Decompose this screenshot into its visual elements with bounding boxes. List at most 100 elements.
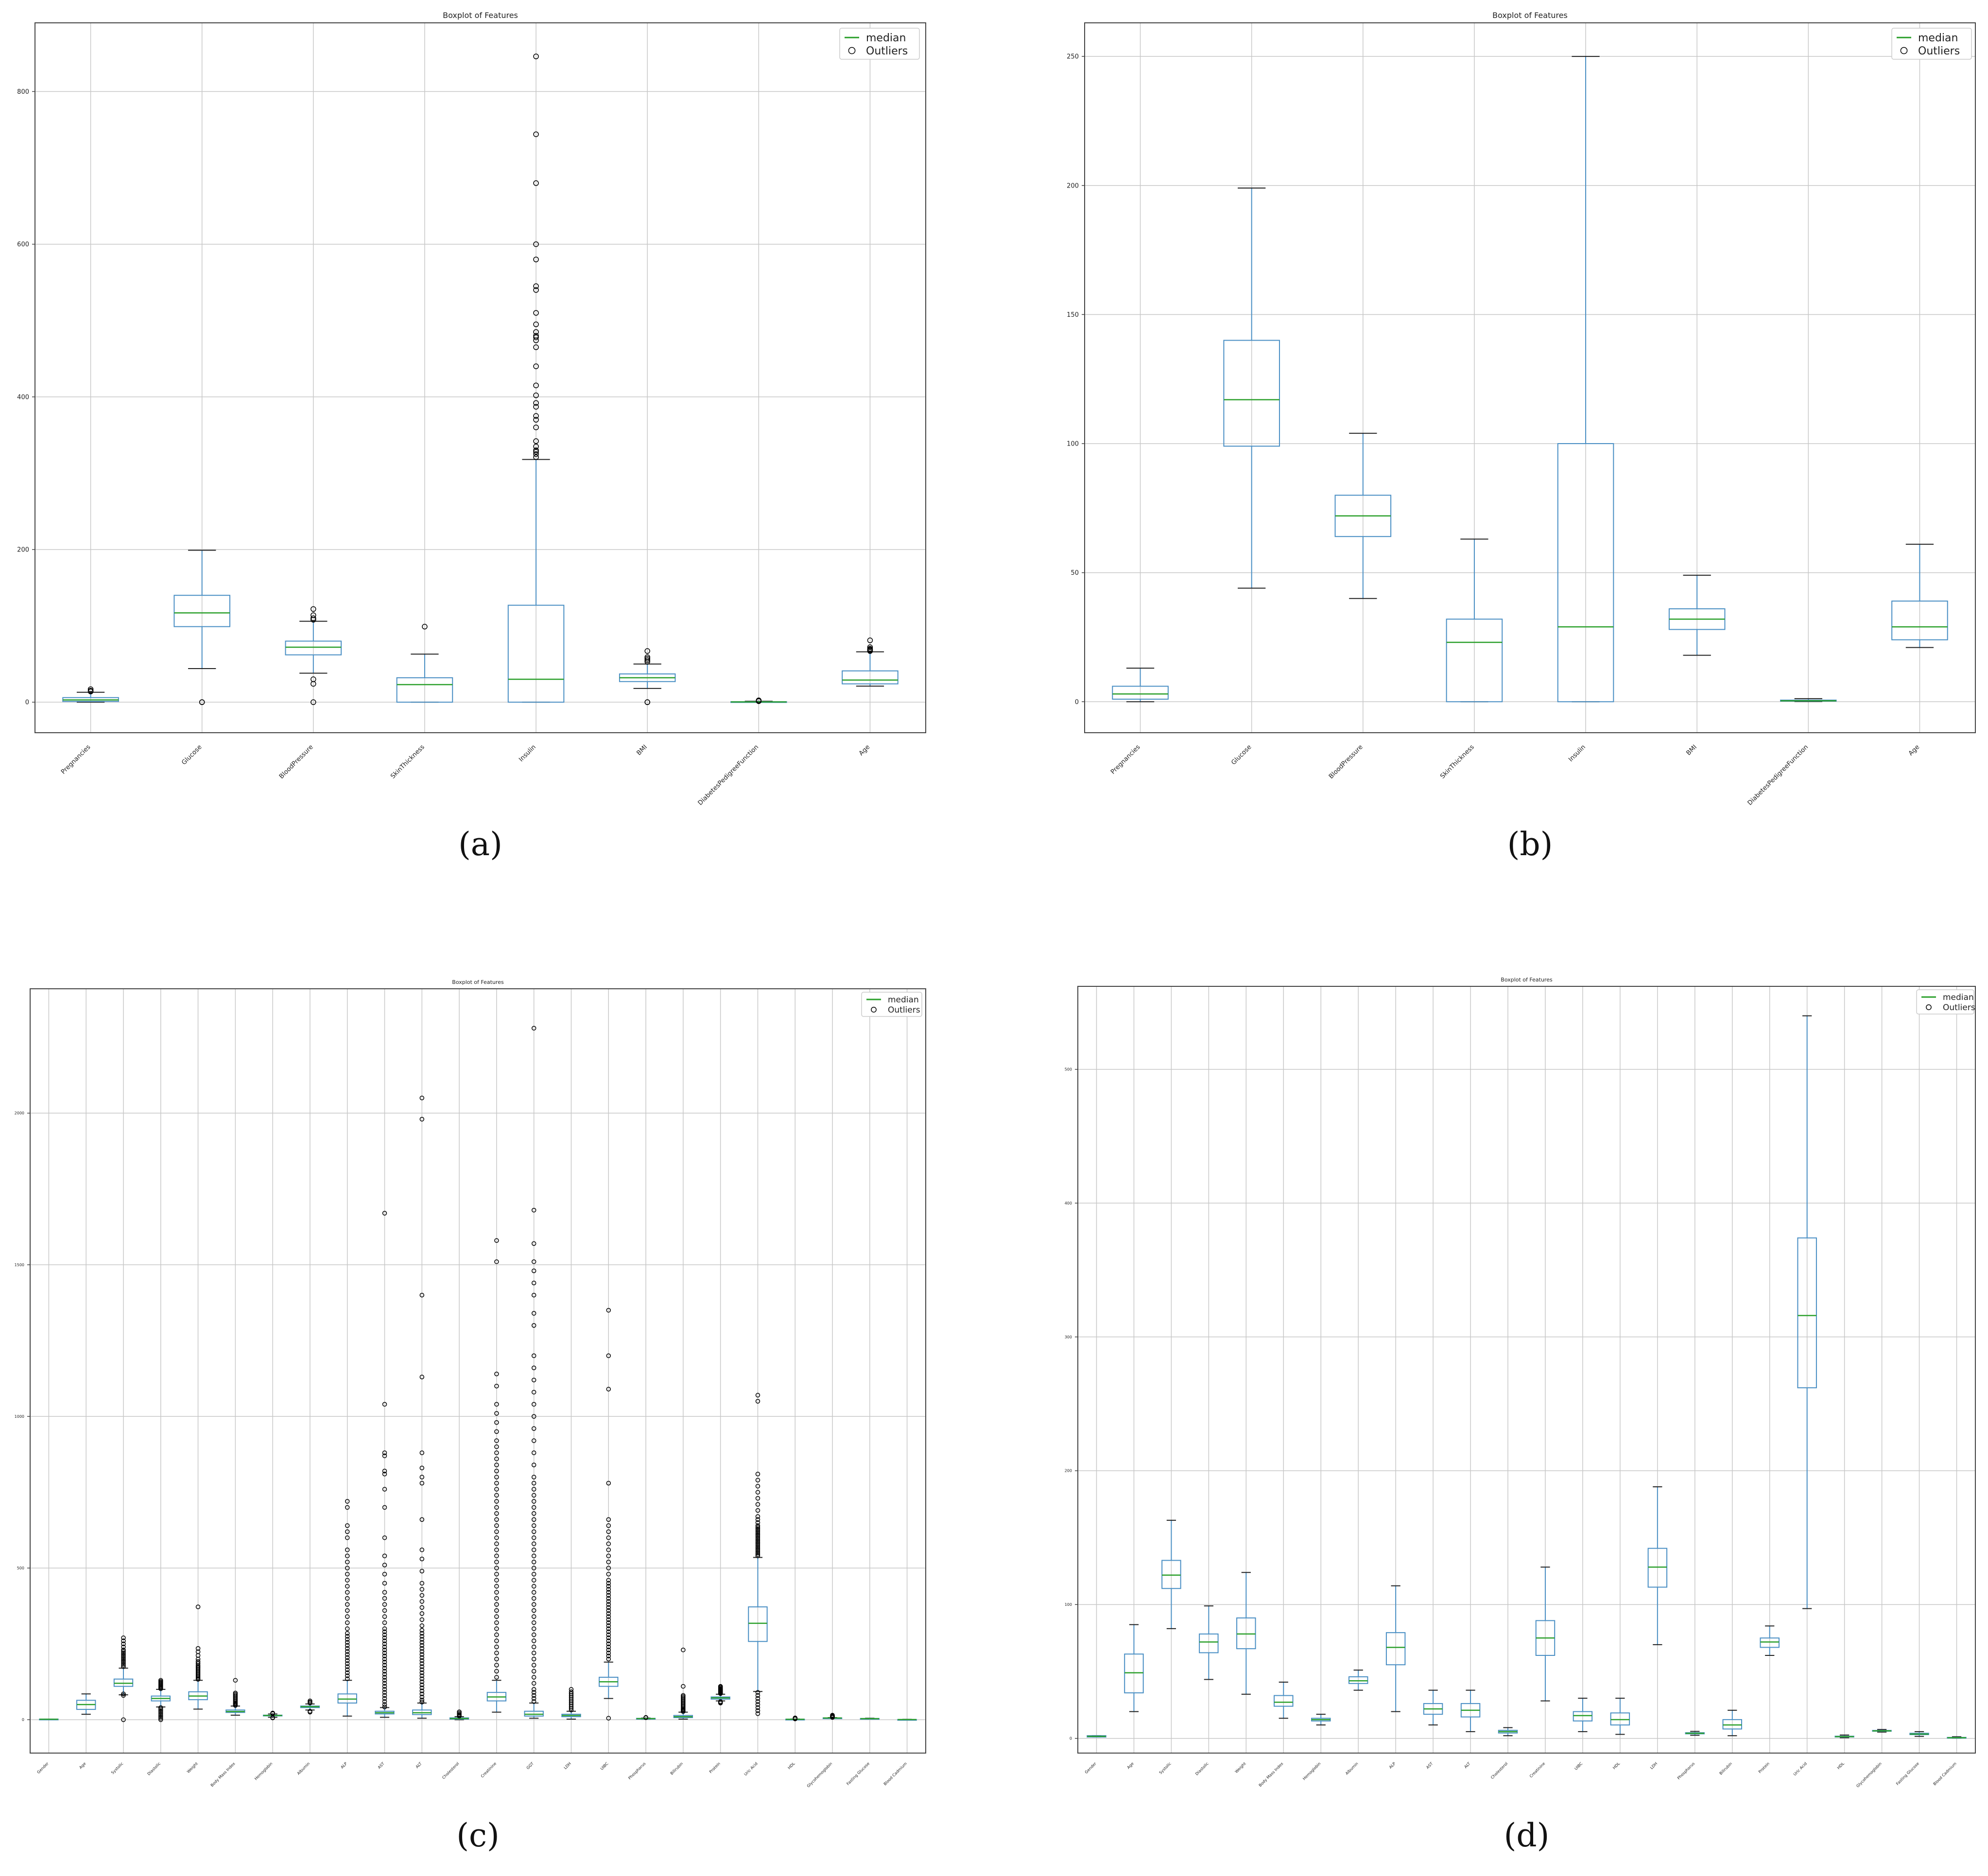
outlier-point <box>419 1673 425 1678</box>
outlier-point <box>345 1614 350 1619</box>
box-Pregnancies <box>1112 668 1169 703</box>
outlier-point <box>533 131 539 138</box>
outlier-point <box>494 1438 499 1443</box>
outlier-point <box>382 1653 387 1659</box>
outlier-point <box>531 1480 536 1486</box>
legend-outlier-swatch <box>1900 47 1908 54</box>
outlier-point <box>793 1715 797 1721</box>
outlier-point <box>419 1679 425 1685</box>
outlier-point <box>494 1638 499 1643</box>
outlier-point <box>382 1687 387 1692</box>
x-tick-label: Hemoglobin <box>254 1761 273 1781</box>
box-ALT <box>1460 1689 1481 1732</box>
iqr-box <box>396 677 453 703</box>
outlier-point <box>755 1529 761 1534</box>
box-GGT <box>524 1026 544 1719</box>
y-tick-label: 600 <box>17 241 29 248</box>
outlier-point <box>419 1655 425 1660</box>
legend-label-median: median <box>1918 32 1958 44</box>
outlier-point <box>533 413 539 419</box>
outlier-point <box>755 1514 761 1519</box>
outlier-point <box>533 241 539 247</box>
outlier-point <box>755 1483 761 1489</box>
box-Diastolic <box>151 1678 171 1722</box>
outlier-point <box>606 1656 611 1662</box>
outlier-point <box>195 1649 201 1654</box>
outlier-point <box>382 1487 387 1492</box>
box-ALP <box>1385 1585 1406 1712</box>
outlier-point <box>531 1517 536 1522</box>
outlier-point <box>494 1523 499 1528</box>
outlier-point <box>494 1238 499 1243</box>
outlier-point <box>494 1529 499 1534</box>
outlier-point <box>419 1637 425 1642</box>
outlier-point <box>494 1596 499 1601</box>
outlier-point <box>494 1511 499 1516</box>
outlier-point <box>531 1511 536 1516</box>
outlier-point <box>382 1666 387 1670</box>
outlier-point <box>419 1646 425 1651</box>
box-Uric Acid <box>748 1393 768 1716</box>
outlier-point <box>531 1541 536 1547</box>
outlier-point <box>382 1641 387 1647</box>
outlier-point <box>345 1583 350 1589</box>
outlier-point <box>345 1658 350 1663</box>
outlier-point <box>382 1602 387 1607</box>
outlier-point <box>606 1581 611 1586</box>
outlier-point <box>345 1505 350 1510</box>
outlier-point <box>606 1599 611 1604</box>
outlier-point <box>419 1480 425 1486</box>
iqr-box <box>748 1606 768 1642</box>
outlier-point <box>606 1480 611 1486</box>
outlier-point <box>419 1643 425 1648</box>
outlier-point <box>606 1635 611 1640</box>
outlier-point <box>533 180 539 186</box>
outlier-point <box>419 1292 425 1298</box>
outlier-point <box>158 1709 163 1715</box>
outlier-point <box>494 1590 499 1595</box>
chart-a: Boxplot of Features 0 200 400 600 800 Pregnanc… <box>17 11 926 863</box>
outlier-point <box>419 1634 425 1639</box>
outlier-point <box>494 1411 499 1416</box>
box-Glycohemoglobin <box>822 1713 843 1720</box>
outlier-point <box>531 1663 536 1668</box>
outlier-point <box>419 1117 425 1122</box>
plot-frame <box>1077 986 1976 1754</box>
outlier-point <box>494 1371 499 1377</box>
outlier-point <box>308 1698 312 1704</box>
x-tick-label: GGT <box>526 1761 535 1770</box>
outlier-point <box>419 1691 425 1697</box>
outlier-point <box>419 1700 425 1704</box>
outlier-point <box>531 1638 536 1643</box>
outlier-point <box>755 1690 761 1695</box>
iqr-box <box>1891 601 1948 640</box>
outlier-point <box>345 1553 350 1559</box>
outlier-point <box>494 1487 499 1492</box>
outlier-point <box>494 1571 499 1577</box>
outlier-point <box>718 1699 723 1704</box>
y-tick-label: 2000 <box>15 1111 24 1116</box>
box-DiabetesPedigreeFunction <box>730 697 787 704</box>
y-tick-label: 100 <box>1065 1602 1072 1607</box>
outlier-point <box>606 1602 611 1607</box>
outlier-point <box>419 1628 425 1633</box>
iqr-box <box>1112 686 1169 700</box>
outlier-point <box>755 1699 761 1704</box>
outlier-point <box>606 1553 611 1559</box>
outlier-point <box>419 1548 425 1552</box>
plot-frame <box>30 988 926 1754</box>
outlier-point <box>195 1646 201 1651</box>
outlier-point <box>422 623 428 630</box>
outlier-point <box>531 1475 536 1480</box>
outlier-point <box>531 1620 536 1625</box>
outlier-point <box>419 1698 425 1703</box>
outlier-point <box>606 1605 611 1610</box>
outlier-point <box>345 1620 350 1625</box>
outlier-point <box>494 1463 499 1467</box>
box-Cholesterol <box>1498 1727 1518 1737</box>
outlier-point <box>121 1644 126 1650</box>
y-tick-label: 400 <box>1065 1201 1072 1205</box>
outlier-point <box>382 1626 387 1631</box>
outlier-point <box>606 1583 611 1589</box>
x-tick-label: AST <box>377 1761 385 1770</box>
